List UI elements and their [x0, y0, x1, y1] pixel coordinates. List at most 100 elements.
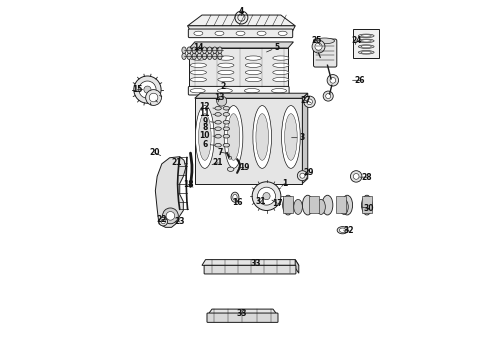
Ellipse shape [194, 31, 203, 36]
Circle shape [134, 76, 161, 103]
Circle shape [258, 187, 275, 205]
Circle shape [297, 171, 307, 181]
Ellipse shape [294, 199, 302, 215]
Ellipse shape [358, 50, 374, 54]
Ellipse shape [215, 127, 221, 131]
Text: 4: 4 [239, 7, 244, 16]
Circle shape [315, 43, 322, 50]
Ellipse shape [218, 53, 222, 59]
Ellipse shape [215, 113, 221, 116]
Ellipse shape [245, 70, 262, 75]
Ellipse shape [192, 53, 196, 59]
Text: 23: 23 [174, 217, 185, 226]
Ellipse shape [273, 56, 289, 60]
Ellipse shape [187, 47, 191, 53]
Text: 15: 15 [132, 85, 143, 94]
Ellipse shape [322, 195, 333, 215]
Text: 14: 14 [193, 43, 204, 52]
Ellipse shape [231, 192, 239, 202]
Circle shape [323, 91, 333, 101]
Ellipse shape [271, 89, 287, 93]
FancyBboxPatch shape [188, 86, 289, 95]
Circle shape [326, 94, 331, 99]
Polygon shape [155, 157, 186, 227]
Polygon shape [188, 15, 295, 26]
Ellipse shape [223, 113, 230, 116]
Ellipse shape [361, 40, 371, 42]
Circle shape [330, 77, 336, 83]
Ellipse shape [245, 63, 262, 67]
Ellipse shape [218, 47, 222, 53]
Circle shape [307, 99, 313, 105]
Circle shape [327, 75, 339, 86]
Text: 19: 19 [239, 163, 249, 172]
Ellipse shape [202, 47, 207, 53]
Text: 27: 27 [300, 96, 311, 105]
Bar [283, 196, 293, 213]
Ellipse shape [245, 77, 262, 82]
Polygon shape [195, 93, 308, 98]
Polygon shape [190, 42, 294, 48]
Text: 2: 2 [221, 82, 227, 91]
FancyBboxPatch shape [314, 39, 337, 67]
Circle shape [217, 96, 227, 106]
Ellipse shape [223, 134, 230, 138]
Polygon shape [188, 26, 295, 33]
Ellipse shape [273, 63, 289, 67]
Ellipse shape [233, 194, 237, 200]
Ellipse shape [190, 77, 206, 82]
Circle shape [252, 182, 281, 211]
Circle shape [159, 217, 168, 226]
Text: 5: 5 [267, 43, 280, 52]
Ellipse shape [213, 47, 217, 53]
Ellipse shape [340, 199, 348, 215]
Ellipse shape [215, 134, 221, 138]
Ellipse shape [361, 51, 371, 53]
Ellipse shape [358, 45, 374, 48]
Text: 26: 26 [353, 76, 365, 85]
Ellipse shape [192, 47, 196, 53]
Ellipse shape [223, 143, 230, 147]
Ellipse shape [224, 105, 243, 168]
FancyBboxPatch shape [188, 29, 293, 38]
Polygon shape [208, 309, 277, 315]
FancyBboxPatch shape [204, 265, 296, 274]
Ellipse shape [223, 107, 230, 110]
Text: 30: 30 [362, 204, 374, 213]
Text: 28: 28 [360, 173, 372, 182]
Text: 20: 20 [149, 148, 161, 157]
Text: 21: 21 [172, 158, 188, 167]
Text: 7: 7 [217, 148, 225, 157]
Ellipse shape [361, 45, 371, 48]
Ellipse shape [215, 107, 221, 110]
Ellipse shape [215, 121, 221, 124]
Bar [362, 196, 372, 213]
Ellipse shape [339, 228, 346, 232]
Ellipse shape [227, 114, 240, 160]
Ellipse shape [283, 195, 294, 215]
Circle shape [144, 86, 151, 93]
FancyBboxPatch shape [207, 313, 278, 322]
Text: 6: 6 [202, 140, 215, 149]
Ellipse shape [198, 114, 211, 160]
Text: 17: 17 [272, 199, 283, 208]
Ellipse shape [256, 114, 269, 160]
Circle shape [149, 93, 158, 102]
Text: 24: 24 [351, 36, 362, 45]
Text: 12: 12 [199, 102, 215, 111]
Ellipse shape [218, 77, 234, 82]
Ellipse shape [285, 114, 297, 160]
Ellipse shape [218, 63, 234, 67]
Circle shape [300, 173, 305, 178]
Ellipse shape [218, 56, 234, 60]
Circle shape [146, 90, 161, 105]
Polygon shape [195, 98, 302, 184]
Text: 18: 18 [183, 180, 194, 189]
Ellipse shape [253, 105, 271, 168]
Ellipse shape [190, 89, 205, 93]
Text: 16: 16 [233, 198, 243, 207]
Text: 29: 29 [304, 168, 314, 177]
Bar [353, 30, 379, 58]
Ellipse shape [215, 31, 224, 36]
Ellipse shape [190, 56, 206, 60]
